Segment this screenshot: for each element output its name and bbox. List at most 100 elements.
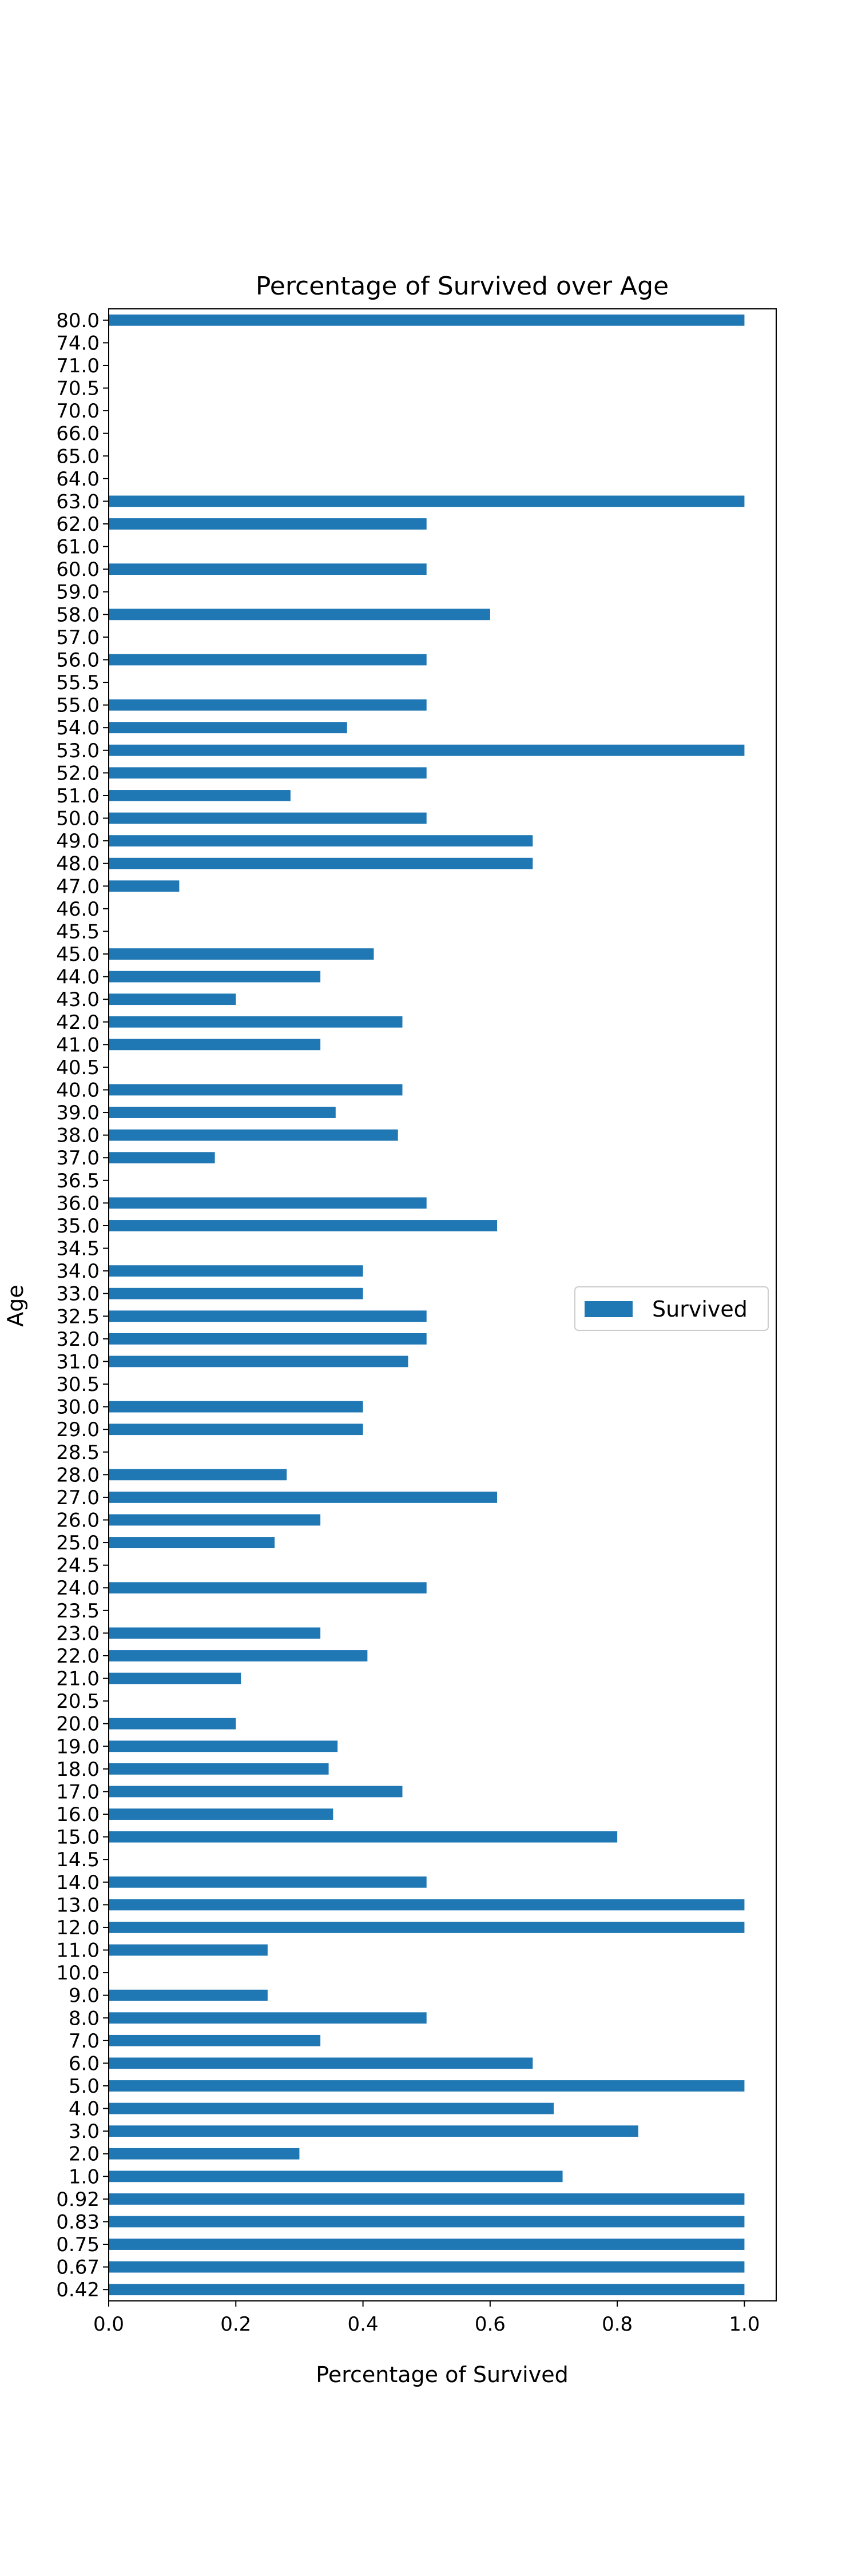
bar [109, 2148, 300, 2160]
y-tick-label: 14.5 [56, 1848, 100, 1871]
y-tick-label: 41.0 [56, 1033, 100, 1056]
y-tick-label: 10.0 [56, 1962, 100, 1985]
y-tick-label: 11.0 [56, 1939, 100, 1962]
y-tick-label: 37.0 [56, 1147, 100, 1170]
legend-label: Survived [652, 1297, 748, 1322]
y-tick-label: 0.42 [56, 2279, 100, 2301]
y-tick-label: 30.5 [56, 1373, 100, 1396]
y-tick-label: 49.0 [56, 830, 100, 853]
y-tick-label: 33.0 [56, 1283, 100, 1306]
y-tick-label: 36.0 [56, 1192, 100, 1215]
bar [109, 1786, 403, 1798]
y-tick-label: 57.0 [56, 626, 100, 649]
bar [109, 518, 427, 530]
y-tick-label: 28.0 [56, 1464, 100, 1486]
x-tick-label: 0.8 [602, 2313, 633, 2336]
y-tick-label: 4.0 [69, 2098, 100, 2121]
y-tick-label: 42.0 [56, 1011, 100, 1034]
bar [109, 1899, 745, 1911]
bar [109, 1084, 403, 1096]
y-tick-label: 34.5 [56, 1238, 100, 1261]
x-tick-label: 1.0 [729, 2313, 760, 2336]
bar [109, 1287, 363, 1299]
y-tick-label: 39.0 [56, 1102, 100, 1124]
bar [109, 1718, 236, 1730]
bar [109, 1922, 745, 1933]
y-tick-label: 74.0 [56, 332, 100, 355]
bar [109, 1537, 275, 1548]
y-tick-label: 20.5 [56, 1690, 100, 1713]
bar [109, 2125, 638, 2137]
y-tick-label: 13.0 [56, 1894, 100, 1917]
bar [109, 2193, 745, 2205]
x-axis-ticks: 0.0 0.2 0.4 0.6 0.8 1.0 [93, 2301, 760, 2336]
y-tick-label: 48.0 [56, 853, 100, 876]
y-tick-label: 22.0 [56, 1645, 100, 1668]
bar [109, 812, 427, 824]
bar [109, 2216, 745, 2228]
y-tick-label: 53.0 [56, 740, 100, 762]
y-tick-label: 47.0 [56, 875, 100, 898]
bar [109, 2012, 427, 2024]
bar [109, 835, 533, 847]
y-tick-label: 54.0 [56, 717, 100, 740]
bar [109, 767, 427, 779]
y-tick-label: 3.0 [69, 2120, 100, 2143]
x-axis-label: Percentage of Survived [316, 2362, 568, 2387]
bar [109, 1876, 427, 1888]
y-tick-label: 40.5 [56, 1056, 100, 1079]
bar [109, 1582, 427, 1594]
bar [109, 1763, 329, 1775]
bar [109, 880, 180, 892]
bar [109, 495, 745, 507]
y-tick-label: 31.0 [56, 1350, 100, 1373]
y-tick-label: 24.5 [56, 1555, 100, 1577]
y-tick-label: 23.0 [56, 1622, 100, 1645]
bar [109, 1016, 403, 1028]
bar [109, 1197, 427, 1209]
x-tick-label: 0.6 [475, 2313, 506, 2336]
bar [109, 1107, 336, 1118]
bar [109, 563, 427, 575]
bar [109, 1627, 321, 1639]
y-tick-label: 24.0 [56, 1577, 100, 1600]
y-tick-label: 40.0 [56, 1079, 100, 1102]
y-tick-label: 56.0 [56, 649, 100, 671]
y-tick-label: 55.5 [56, 671, 100, 694]
bar [109, 744, 745, 756]
y-tick-label: 23.5 [56, 1600, 100, 1623]
y-tick-label: 60.0 [56, 558, 100, 581]
legend: Survived [574, 1286, 769, 1331]
y-tick-label: 45.5 [56, 920, 100, 943]
y-tick-label: 7.0 [69, 2030, 100, 2053]
y-tick-label: 51.0 [56, 785, 100, 808]
chart-title: Percentage of Survived over Age [256, 272, 669, 301]
bar [109, 1424, 363, 1436]
y-tick-label: 27.0 [56, 1486, 100, 1509]
y-tick-label: 28.5 [56, 1441, 100, 1464]
y-tick-label: 44.0 [56, 966, 100, 989]
bar [109, 1152, 215, 1164]
bar [109, 1129, 398, 1141]
bar [109, 699, 427, 711]
bar [109, 654, 427, 666]
y-tick-label: 35.0 [56, 1215, 100, 1238]
bar [109, 1944, 268, 1956]
y-tick-label: 19.0 [56, 1735, 100, 1758]
bar [109, 1672, 241, 1684]
y-tick-label: 34.0 [56, 1260, 100, 1283]
y-tick-label: 50.0 [56, 808, 100, 830]
y-tick-label: 45.0 [56, 943, 100, 966]
bars-layer [109, 314, 745, 2296]
bar [109, 2080, 745, 2092]
y-tick-label: 65.0 [56, 445, 100, 468]
bar [109, 1333, 427, 1345]
bar [109, 1740, 338, 1752]
y-tick-label: 64.0 [56, 468, 100, 491]
bar [109, 1831, 618, 1843]
bar [109, 790, 291, 801]
bar [109, 1492, 498, 1503]
y-tick-label: 66.0 [56, 423, 100, 446]
y-tick-label: 55.0 [56, 694, 100, 717]
